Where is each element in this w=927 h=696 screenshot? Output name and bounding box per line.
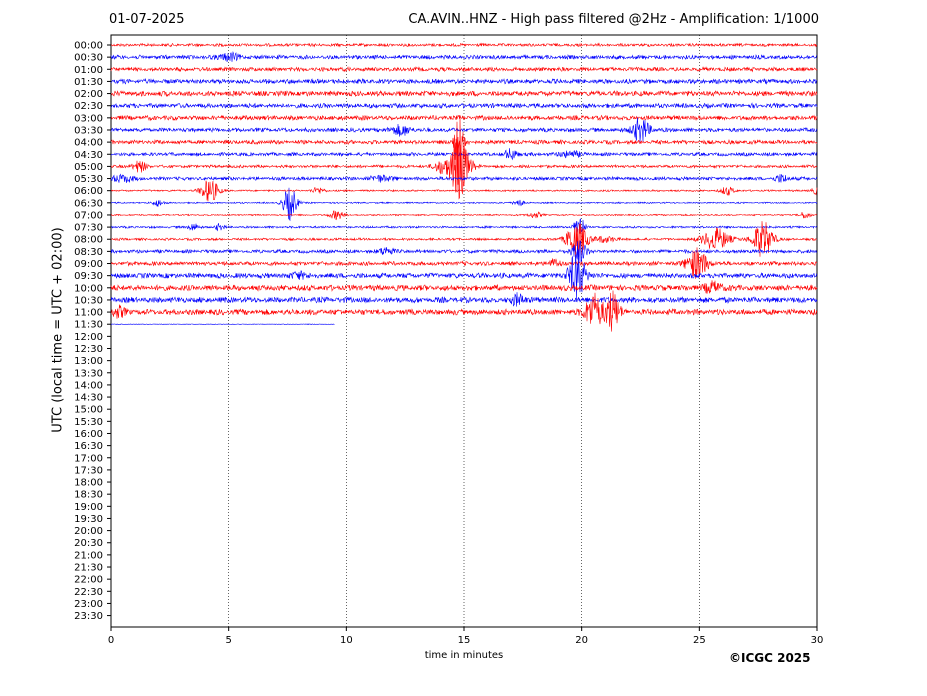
x-tick-label: 0: [108, 635, 114, 646]
x-tick-label: 10: [340, 635, 353, 646]
x-tick-label: 15: [458, 635, 471, 646]
y-tick-label: 05:30: [74, 174, 103, 185]
y-tick-label: 02:30: [74, 101, 103, 112]
y-tick-label: 13:30: [74, 368, 103, 379]
x-tick-label: 25: [693, 635, 706, 646]
y-tick-label: 22:30: [74, 587, 103, 598]
trace-0300: [110, 114, 818, 122]
trace-0930: [110, 254, 818, 301]
y-tick-label: 06:00: [74, 186, 103, 197]
trace-1130: [110, 323, 335, 325]
y-tick-label: 17:00: [74, 453, 103, 464]
trace-0700: [110, 210, 818, 221]
y-tick-label: 07:30: [74, 223, 103, 234]
y-tick-label: 15:30: [74, 417, 103, 428]
y-tick-label: 14:00: [74, 380, 103, 391]
y-tick-label: 20:30: [74, 538, 103, 549]
chart-title: CA.AVIN..HNZ - High pass filtered @2Hz -…: [408, 12, 819, 27]
y-tick-label: 19:00: [74, 502, 103, 513]
y-tick-label: 05:00: [74, 162, 103, 173]
trace-0030: [110, 51, 818, 62]
y-tick-label: 20:00: [74, 526, 103, 537]
y-tick-label: 08:00: [74, 235, 103, 246]
trace-0630: [110, 187, 818, 222]
y-tick-label: 03:00: [74, 113, 103, 124]
y-tick-label: 02:00: [74, 89, 103, 100]
trace-0200: [110, 89, 818, 98]
trace-0600: [110, 180, 818, 202]
trace-0100: [110, 66, 818, 73]
trace-0000: [110, 42, 818, 48]
y-tick-label: 23:00: [74, 599, 103, 610]
trace-0530: [110, 173, 818, 183]
trace-0430: [110, 148, 818, 161]
copyright-label: ©ICGC 2025: [729, 651, 811, 665]
y-tick-label: 21:30: [74, 563, 103, 574]
y-tick-label: 21:00: [74, 550, 103, 561]
trace-0730: [110, 218, 818, 233]
trace-0230: [110, 102, 818, 110]
x-axis-label: time in minutes: [424, 650, 504, 661]
y-tick-label: 03:30: [74, 125, 103, 136]
trace-0130: [110, 77, 818, 85]
trace-0900: [110, 247, 818, 279]
y-tick-label: 17:30: [74, 465, 103, 476]
x-tick-label: 5: [225, 635, 231, 646]
y-tick-label: 12:30: [74, 344, 103, 355]
y-tick-label: 09:00: [74, 259, 103, 270]
y-tick-label: 23:30: [74, 611, 103, 622]
y-tick-label: 08:30: [74, 247, 103, 258]
trace-0400: [110, 115, 818, 200]
y-tick-label: 06:30: [74, 198, 103, 209]
y-tick-label: 10:00: [74, 283, 103, 294]
y-tick-label: 00:30: [74, 53, 103, 64]
x-tick-label: 30: [811, 635, 824, 646]
y-tick-label: 04:30: [74, 150, 103, 161]
x-tick-label: 20: [575, 635, 588, 646]
y-tick-label: 10:30: [74, 295, 103, 306]
date-label: 01-07-2025: [109, 12, 185, 27]
y-tick-label: 16:30: [74, 441, 103, 452]
y-tick-label: 15:00: [74, 405, 103, 416]
y-tick-label: 16:00: [74, 429, 103, 440]
y-tick-label: 04:00: [74, 138, 103, 149]
y-tick-label: 09:30: [74, 271, 103, 282]
y-tick-label: 14:30: [74, 393, 103, 404]
y-tick-label: 18:30: [74, 490, 103, 501]
y-tick-label: 13:00: [74, 356, 103, 367]
y-tick-label: 11:00: [74, 308, 103, 319]
y-tick-label: 22:00: [74, 575, 103, 586]
y-tick-label: 11:30: [74, 320, 103, 331]
trace-0500: [110, 138, 818, 195]
y-tick-label: 07:00: [74, 210, 103, 221]
y-tick-label: 18:00: [74, 478, 103, 489]
y-tick-label: 01:30: [74, 77, 103, 88]
trace-1000: [110, 280, 818, 294]
y-tick-label: 12:00: [74, 332, 103, 343]
trace-0330: [110, 117, 818, 142]
y-tick-label: 01:00: [74, 65, 103, 76]
trace-0800: [110, 221, 818, 259]
trace-1030: [110, 292, 818, 307]
trace-1100: [110, 290, 818, 332]
y-tick-label: 00:00: [74, 41, 103, 52]
plot-frame: [110, 34, 818, 628]
y-tick-label: 19:30: [74, 514, 103, 525]
trace-0830: [110, 240, 818, 264]
